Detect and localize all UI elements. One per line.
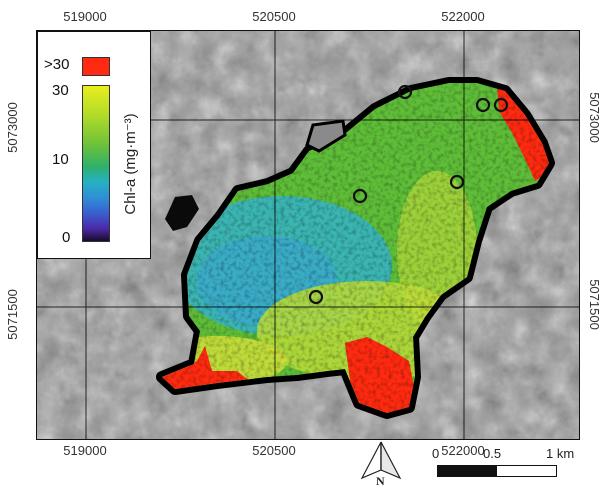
scale-bar — [437, 465, 557, 477]
legend-label-10: 10 — [52, 151, 69, 168]
north-arrow-icon — [360, 441, 402, 480]
station-marker — [475, 97, 491, 113]
small-water-body — [165, 195, 199, 231]
x-tick-bottom: 522000 — [441, 443, 485, 458]
station-marker — [352, 188, 368, 204]
island — [305, 119, 347, 153]
legend-title: Chl-a (mg·m⁻³) — [122, 113, 139, 215]
legend-color-ramp — [82, 85, 110, 242]
satellite-map — [36, 30, 580, 440]
sampling-stations — [308, 84, 509, 305]
scale-label-end: 1 km — [546, 446, 575, 461]
x-tick-top: 522000 — [441, 9, 485, 24]
legend-label-over: >30 — [44, 56, 70, 73]
x-tick-bottom: 519000 — [63, 443, 107, 458]
north-label: N — [376, 474, 385, 488]
scale-label-0: 0 — [432, 446, 440, 461]
y-tick-right: 5073000 — [586, 92, 602, 143]
chl-a-legend: >30 30 10 0 Chl-a (mg·m⁻³) — [37, 31, 151, 259]
x-tick-bottom: 520500 — [252, 443, 296, 458]
y-tick-left: 5071500 — [4, 289, 20, 340]
x-tick-top: 519000 — [63, 9, 107, 24]
x-tick-top: 520500 — [252, 9, 296, 24]
scale-label-mid: 0.5 — [483, 446, 502, 461]
legend-over-swatch — [82, 57, 110, 76]
station-marker — [397, 84, 413, 100]
map-canvas — [37, 31, 579, 439]
y-tick-left: 5073000 — [4, 102, 20, 153]
station-marker — [308, 289, 324, 305]
station-marker — [493, 97, 509, 113]
legend-label-0: 0 — [62, 229, 71, 246]
legend-label-30: 30 — [52, 82, 69, 99]
station-marker — [449, 174, 465, 190]
y-tick-right: 5071500 — [586, 279, 602, 330]
